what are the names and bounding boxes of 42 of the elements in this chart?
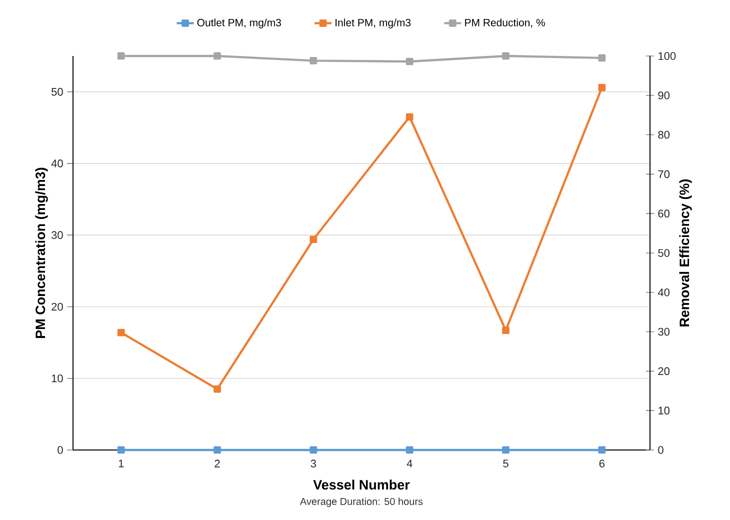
y2-tick-label: 0 <box>658 446 664 454</box>
y-tick-label: 30 <box>51 231 63 239</box>
legend-label: Outlet PM, mg/m3 <box>197 18 281 28</box>
y-axis-title: PM Concentration (mg/m3) <box>35 168 48 338</box>
point <box>214 446 221 454</box>
legend-label: Inlet PM, mg/m3 <box>336 18 411 28</box>
point <box>117 328 125 336</box>
point <box>310 236 318 244</box>
point <box>598 84 606 92</box>
y-tick-label: 50 <box>52 88 63 96</box>
y2-tick-label: 10 <box>658 406 670 414</box>
y-tick-label: 40 <box>51 160 63 168</box>
y2-tick-label: 80 <box>658 130 670 139</box>
x-tick-label: 2 <box>214 460 220 468</box>
x-tick-label: 4 <box>406 460 412 468</box>
point <box>214 385 221 393</box>
x-tick-label: 6 <box>599 460 605 468</box>
point <box>406 113 414 121</box>
y2-tick-label: 60 <box>658 210 670 218</box>
y2-tick-label: 90 <box>658 91 670 100</box>
point <box>117 446 125 454</box>
x-tick-label: 5 <box>503 460 508 468</box>
x-axis-title: Vessel Number <box>313 480 410 490</box>
x-tick-label: 1 <box>118 460 124 468</box>
x-tick-label: 3 <box>310 460 316 468</box>
y-tick-label: 20 <box>52 302 63 311</box>
y2-tick-label: 70 <box>658 170 670 178</box>
y-tick-label: 0 <box>58 446 63 454</box>
legend-label: PM Reduction, % <box>465 18 545 28</box>
y2-tick-label: 100 <box>658 52 676 60</box>
y2-axis-title: Removal Efficiency (%) <box>679 179 692 326</box>
point <box>310 446 318 454</box>
y2-tick-label: 50 <box>658 249 670 257</box>
point <box>406 446 414 454</box>
y-tick-label: 10 <box>52 374 63 382</box>
y2-tick-label: 30 <box>658 328 670 336</box>
y2-tick-label: 20 <box>658 367 670 376</box>
text: Average Duration: 50 hours <box>300 498 423 508</box>
y2-tick-label: 40 <box>658 288 670 296</box>
point <box>598 446 606 454</box>
point <box>502 326 510 334</box>
point <box>502 446 510 454</box>
